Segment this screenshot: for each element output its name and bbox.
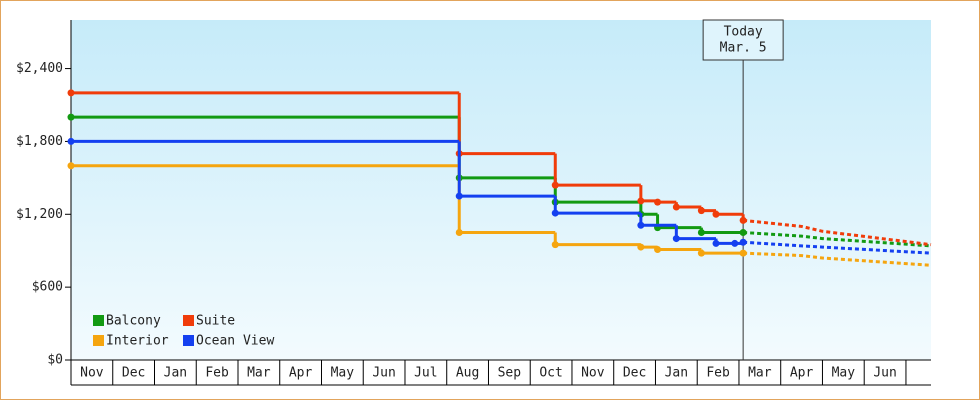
price-point (672, 235, 680, 243)
legend-swatch (93, 335, 104, 346)
price-point (637, 243, 645, 251)
price-point (551, 209, 559, 217)
price-point (67, 113, 75, 121)
forecast-line (743, 251, 932, 267)
today-label: Mar. 5 (720, 41, 767, 56)
x-tick-label: Dec (122, 366, 145, 381)
price-point (637, 197, 645, 205)
y-tick-label: $1,200 (16, 207, 63, 222)
price-point (551, 181, 559, 189)
x-tick-label: Oct (539, 366, 562, 381)
price-point (697, 207, 705, 215)
legend-label: Suite (196, 314, 235, 329)
price-point (654, 198, 662, 206)
x-tick-label: Apr (790, 366, 814, 381)
today-box (702, 19, 784, 61)
y-tick-label: $1,800 (16, 134, 63, 149)
forecast-line (743, 240, 932, 255)
x-tick-label: Dec (623, 366, 646, 381)
x-tick-label: Apr (289, 366, 313, 381)
chart-layer: $0 $600 $1,200 $1,800 $2,400 Nov Dec Jan Feb Mar A… (16, 19, 932, 386)
x-tick-label: Jan (164, 366, 187, 381)
y-tick-label: $2,400 (16, 61, 63, 76)
x-tick-label: Mar (748, 366, 772, 381)
price-point (712, 239, 720, 247)
legend-label: Interior (106, 334, 169, 349)
x-tick-label: Jun (873, 366, 896, 381)
price-point (654, 246, 662, 253)
price-point (455, 192, 463, 200)
price-point (67, 137, 75, 145)
price-point (551, 241, 559, 249)
price-point (712, 210, 720, 218)
price-point (731, 239, 739, 247)
legend-swatch (93, 315, 104, 326)
x-tick-label: Aug (456, 366, 479, 381)
price-point (637, 221, 645, 229)
price-point (697, 249, 705, 257)
price-point (697, 229, 705, 236)
x-tick-label: Jun (372, 366, 395, 381)
price-point (739, 249, 747, 257)
legend-swatch (183, 335, 194, 346)
price-point (672, 203, 680, 211)
x-tick-label: Feb (205, 366, 229, 381)
legend-label: Ocean View (196, 334, 274, 349)
x-tick-label: Jan (665, 366, 688, 381)
price-point (739, 229, 747, 236)
legend-swatch (183, 315, 194, 326)
x-tick-label: Mar (247, 366, 271, 381)
price-point (455, 229, 463, 236)
today-label: Today (724, 25, 763, 40)
legend-label: Balcony (106, 314, 161, 329)
forecast-line (742, 218, 932, 247)
x-tick-label: Feb (706, 366, 730, 381)
price-point (739, 238, 747, 246)
y-tick-label: $600 (32, 280, 63, 295)
forecast-line (743, 231, 932, 248)
price-point (739, 216, 747, 224)
plot-area (71, 20, 931, 360)
x-tick-label: May (331, 366, 355, 381)
x-tick-label: Nov (581, 366, 605, 381)
x-tick-label: May (832, 366, 856, 381)
x-tick-label: Sep (498, 366, 522, 381)
price-point (67, 89, 75, 97)
y-tick-label: $0 (47, 353, 63, 368)
x-tick-label: Nov (80, 366, 104, 381)
price-point (67, 162, 75, 170)
x-tick-label: Jul (414, 366, 437, 381)
